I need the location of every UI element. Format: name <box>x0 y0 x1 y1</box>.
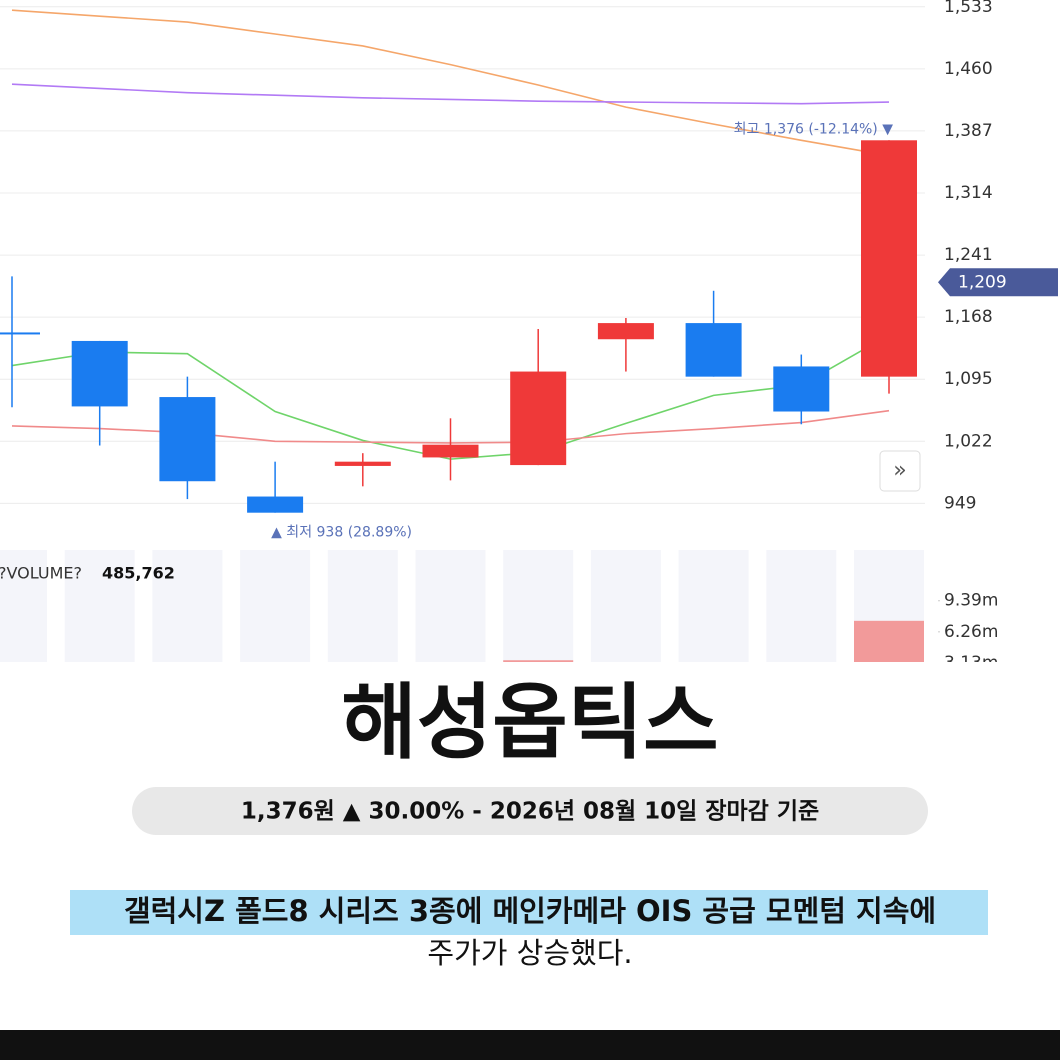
candle-body <box>861 140 917 377</box>
volume-column <box>678 550 749 662</box>
candle-body <box>159 397 216 482</box>
volume-column <box>0 550 47 662</box>
y-tick-label: 1,460 <box>944 59 993 79</box>
candle <box>247 461 304 513</box>
volume-column <box>152 550 223 662</box>
volume-column <box>590 550 661 662</box>
candle <box>861 140 917 394</box>
y-tick-label: 1,387 <box>944 121 993 141</box>
candle <box>510 329 567 466</box>
volume-column <box>327 550 398 662</box>
footer-bar <box>0 1030 1060 1060</box>
candle-body <box>773 366 830 412</box>
headline: 갤럭시Z 폴드8 시리즈 3종에 메인카메라 OIS 공급 모멘텀 지속에 <box>124 894 936 928</box>
candle <box>159 376 216 500</box>
candle <box>334 453 391 487</box>
candle-body <box>247 496 304 513</box>
volume-bar <box>503 660 574 662</box>
headline-highlight <box>70 890 988 935</box>
price-line: 1,376원 ▲ 30.00% - 2026년 08월 10일 장마감 기준 <box>241 799 819 825</box>
last-price-tag <box>938 268 1058 297</box>
candle <box>597 317 654 372</box>
moving-average <box>11 9 890 157</box>
volume-tick-label: 9.39m <box>944 591 998 611</box>
volume-tick: 6.26m <box>938 622 998 642</box>
scroll-icon: » <box>893 458 906 483</box>
volume-title: ?VOLUME? <box>0 564 82 583</box>
candle-body <box>685 323 742 377</box>
volume-bar <box>854 620 924 662</box>
y-tick-label: 949 <box>944 493 976 513</box>
price-pill <box>132 787 928 835</box>
volume-tick: 9.39m <box>938 591 998 611</box>
candle <box>0 276 40 408</box>
y-tick-label: 1,022 <box>944 431 993 451</box>
volume-column <box>64 550 135 662</box>
candle <box>422 418 479 481</box>
candle-body <box>597 323 654 340</box>
candle <box>71 340 128 446</box>
y-tick-label: 1,533 <box>944 0 993 17</box>
volume-tick: 3.13m <box>944 653 998 673</box>
headline-2: 주가가 상승했다. <box>427 936 632 970</box>
candle-body <box>510 371 567 466</box>
moving-average <box>11 83 890 105</box>
scroll-button[interactable] <box>879 450 921 492</box>
volume-tick-label: 6.26m <box>944 622 998 642</box>
high-annotation: 최고 1,376 (-12.14%) ▼ <box>734 121 894 137</box>
candle-body <box>71 340 128 407</box>
stock-name: 해성옵틱스 <box>341 675 718 770</box>
volume-tick-label: 3.13m <box>944 653 998 673</box>
candle <box>685 290 742 377</box>
candle-body <box>0 332 40 335</box>
last-price-label: 1,209 <box>958 272 1007 292</box>
volume-column <box>766 550 837 662</box>
volume-column <box>240 550 311 662</box>
y-tick-label: 1,095 <box>944 369 993 389</box>
candle-body <box>334 461 391 466</box>
volume-column <box>415 550 486 662</box>
y-tick-label: 1,314 <box>944 183 993 203</box>
volume-column <box>503 550 574 662</box>
y-tick-label: 1,241 <box>944 245 993 265</box>
candle-body <box>422 444 479 458</box>
low-annotation: ▲ 최저 938 (28.89%) <box>271 525 412 541</box>
volume-value: 485,762 <box>102 564 175 583</box>
y-tick-label: 1,168 <box>944 307 993 327</box>
candle <box>773 354 830 425</box>
